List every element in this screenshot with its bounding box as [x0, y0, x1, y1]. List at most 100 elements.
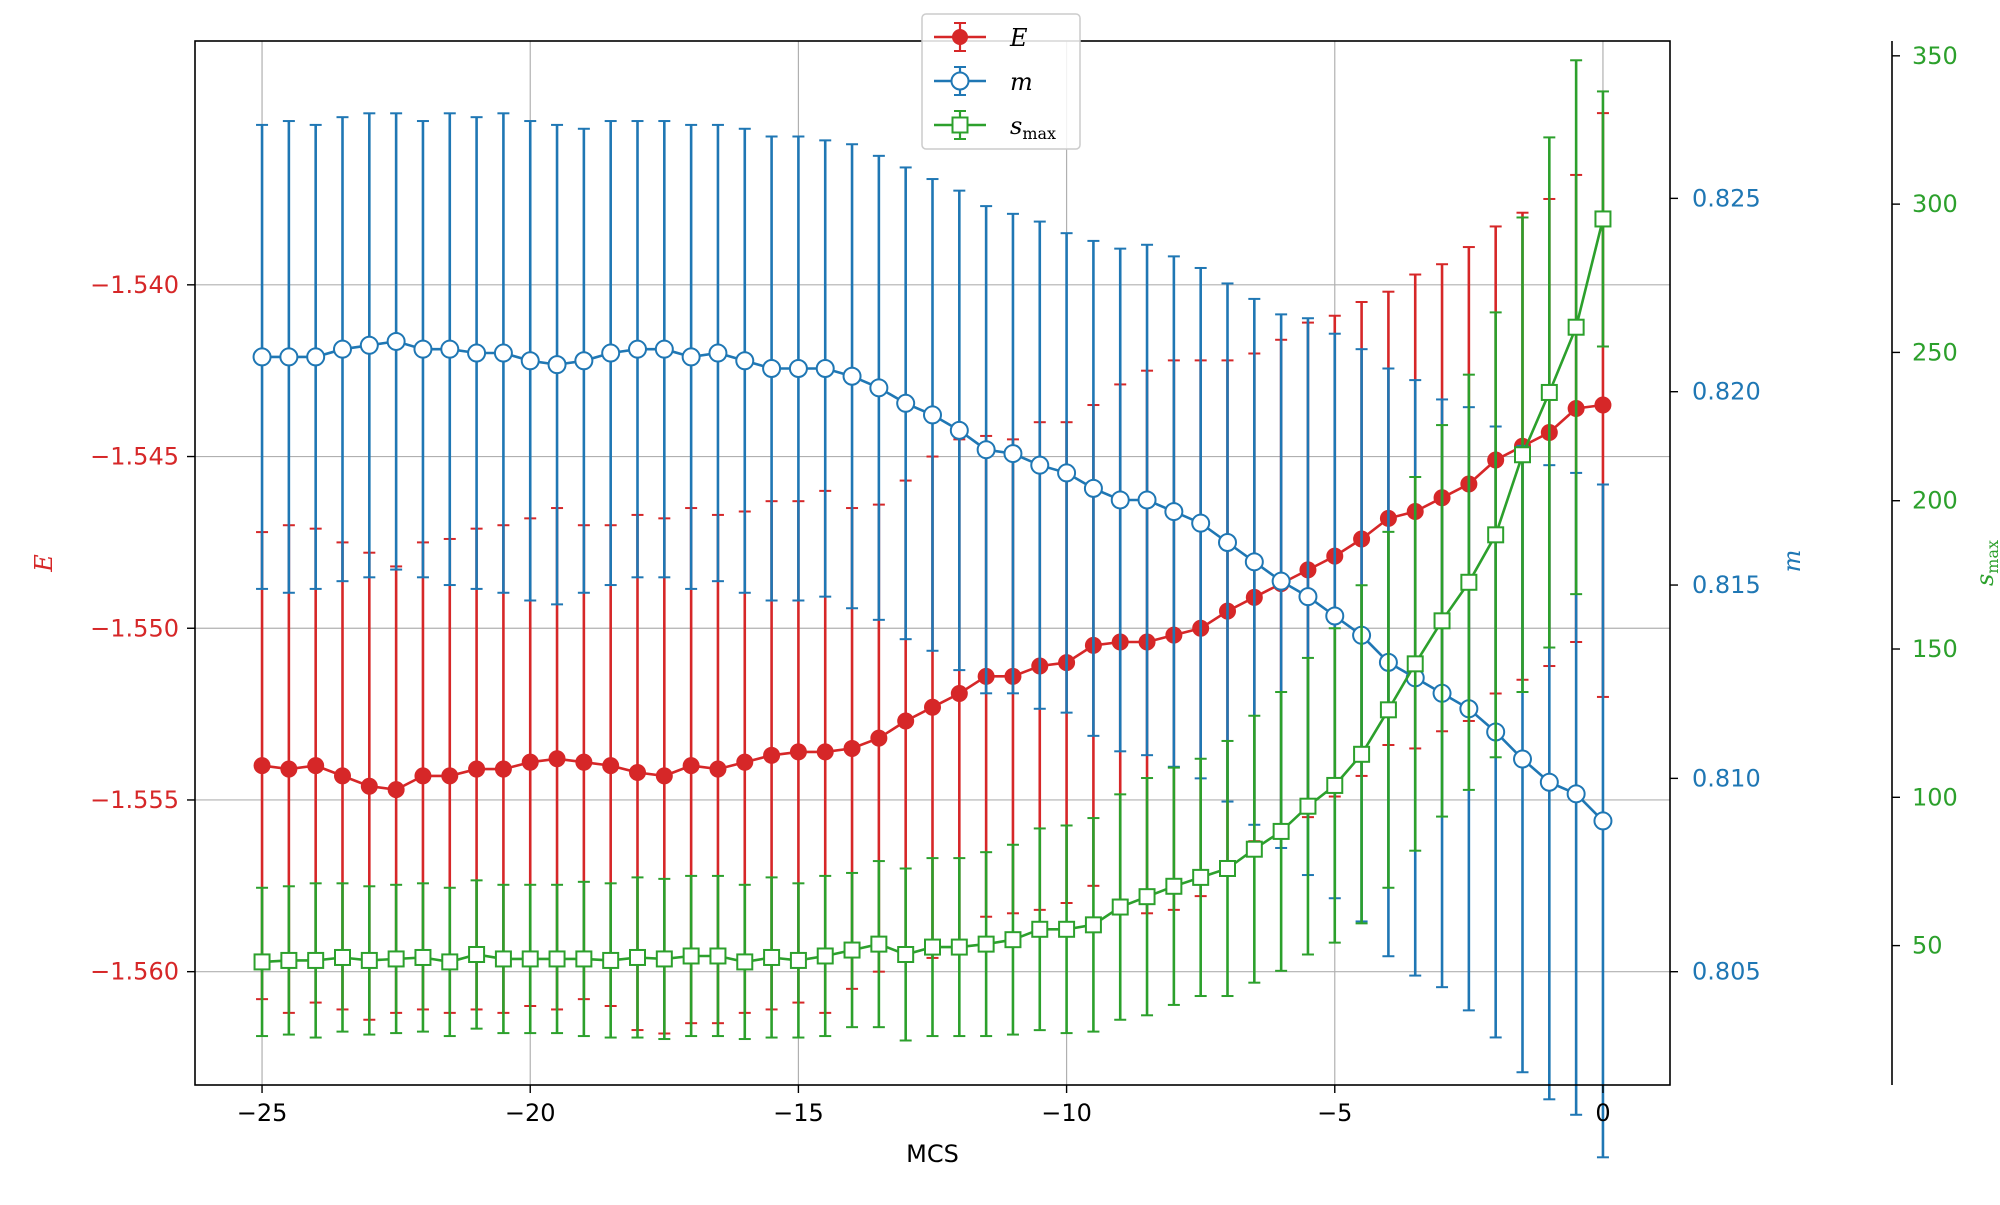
- data-point: [1567, 318, 1585, 336]
- data-point: [923, 405, 942, 425]
- data-point: [548, 750, 566, 768]
- data-point: [1514, 446, 1531, 464]
- data-point: [762, 359, 782, 379]
- data-point: [601, 343, 621, 363]
- data-point: [548, 950, 566, 968]
- data-point: [387, 781, 405, 799]
- data-point: [1460, 573, 1478, 591]
- e-tick-label: −1.560: [90, 958, 179, 986]
- data-point: [1513, 749, 1532, 769]
- data-point: [1137, 490, 1157, 510]
- data-point: [1540, 383, 1558, 401]
- data-point: [1272, 822, 1290, 840]
- data-point: [1083, 478, 1103, 498]
- data-point: [629, 763, 646, 781]
- smax-tick-label: 100: [1912, 783, 1958, 811]
- data-point: [1566, 784, 1586, 804]
- data-point: [870, 935, 888, 953]
- smax-tick-label: 200: [1912, 487, 1958, 515]
- data-point: [520, 351, 540, 371]
- legend-item-s: smax: [934, 110, 1056, 143]
- data-point: [441, 953, 459, 971]
- data-point: [816, 947, 834, 965]
- data-point: [307, 757, 325, 775]
- data-point: [682, 757, 700, 775]
- data-point: [1326, 776, 1344, 794]
- x-tick-label: −25: [237, 1099, 288, 1127]
- data-point: [280, 760, 298, 778]
- data-point: [1165, 877, 1183, 895]
- smax-axis-label-main: s: [1971, 574, 1999, 586]
- data-point: [1379, 701, 1397, 719]
- data-point: [1353, 745, 1371, 763]
- smax-axis-label-sub: max: [1983, 540, 2000, 574]
- data-point: [333, 339, 352, 359]
- axes-layer: −25 −20 −15 −10 −5 0 MCS −1.540 −1.545 −1.550 −1.5…: [30, 40, 2000, 1168]
- data-point: [575, 950, 593, 968]
- data-point: [977, 935, 995, 953]
- data-point: [924, 938, 941, 956]
- data-point: [897, 946, 915, 963]
- smax-tick-label: 350: [1912, 42, 1958, 70]
- data-point: [709, 760, 727, 778]
- data-point: [654, 339, 674, 359]
- legend-label-main: s: [1010, 112, 1022, 140]
- data-point: [1539, 772, 1559, 792]
- data-point: [1164, 502, 1184, 522]
- data-point: [950, 938, 968, 956]
- data-point: [602, 951, 620, 969]
- data-point: [307, 951, 325, 969]
- data-point: [521, 950, 539, 968]
- series-layer: [252, 59, 1613, 1159]
- x-tick-label: −5: [1317, 1099, 1352, 1127]
- legend-label-main: m: [1010, 68, 1033, 96]
- data-point: [306, 347, 326, 367]
- legend-label: m: [1010, 68, 1033, 96]
- data-point: [359, 335, 379, 355]
- data-point: [1325, 606, 1345, 626]
- data-point: [1057, 463, 1077, 483]
- data-point: [924, 698, 941, 716]
- e-axis-label: E: [30, 554, 58, 573]
- data-point: [1406, 655, 1424, 673]
- data-point: [334, 948, 351, 966]
- data-point: [1138, 888, 1156, 906]
- data-point: [655, 767, 673, 785]
- legend-item-m: m: [934, 66, 1033, 96]
- data-point: [1004, 931, 1022, 949]
- smax-axis-label: smax: [1971, 540, 2000, 586]
- data-point: [1433, 612, 1451, 630]
- legend-label-sub: max: [1022, 124, 1056, 143]
- data-point: [387, 950, 405, 968]
- data-point: [253, 953, 271, 971]
- data-point: [253, 757, 271, 775]
- data-point: [386, 331, 406, 351]
- m-axis-label: m: [1778, 550, 1806, 573]
- data-point: [1192, 868, 1210, 886]
- x-tick-label: −10: [1041, 1099, 1092, 1127]
- data-point: [736, 953, 754, 971]
- data-point: [494, 950, 512, 968]
- data-point: [493, 343, 513, 363]
- legend-item-E: E: [934, 22, 1028, 52]
- data-point: [789, 951, 807, 969]
- data-point: [575, 753, 593, 771]
- x-tick-label: −20: [505, 1099, 556, 1127]
- data-point: [628, 339, 647, 359]
- data-point: [279, 347, 299, 367]
- data-point: [468, 760, 486, 778]
- data-point: [360, 951, 378, 969]
- series-m: [252, 112, 1613, 1159]
- data-point: [1030, 455, 1050, 475]
- legend-label: smax: [1010, 112, 1056, 143]
- data-point: [1487, 526, 1505, 544]
- smax-tick-label: 250: [1912, 338, 1958, 366]
- legend-box: [921, 13, 1081, 150]
- data-point: [869, 378, 889, 398]
- legend-marker: [950, 71, 970, 91]
- legend-label: E: [1009, 24, 1028, 52]
- data-point: [816, 743, 834, 761]
- data-point: [547, 355, 567, 375]
- data-point: [414, 767, 432, 785]
